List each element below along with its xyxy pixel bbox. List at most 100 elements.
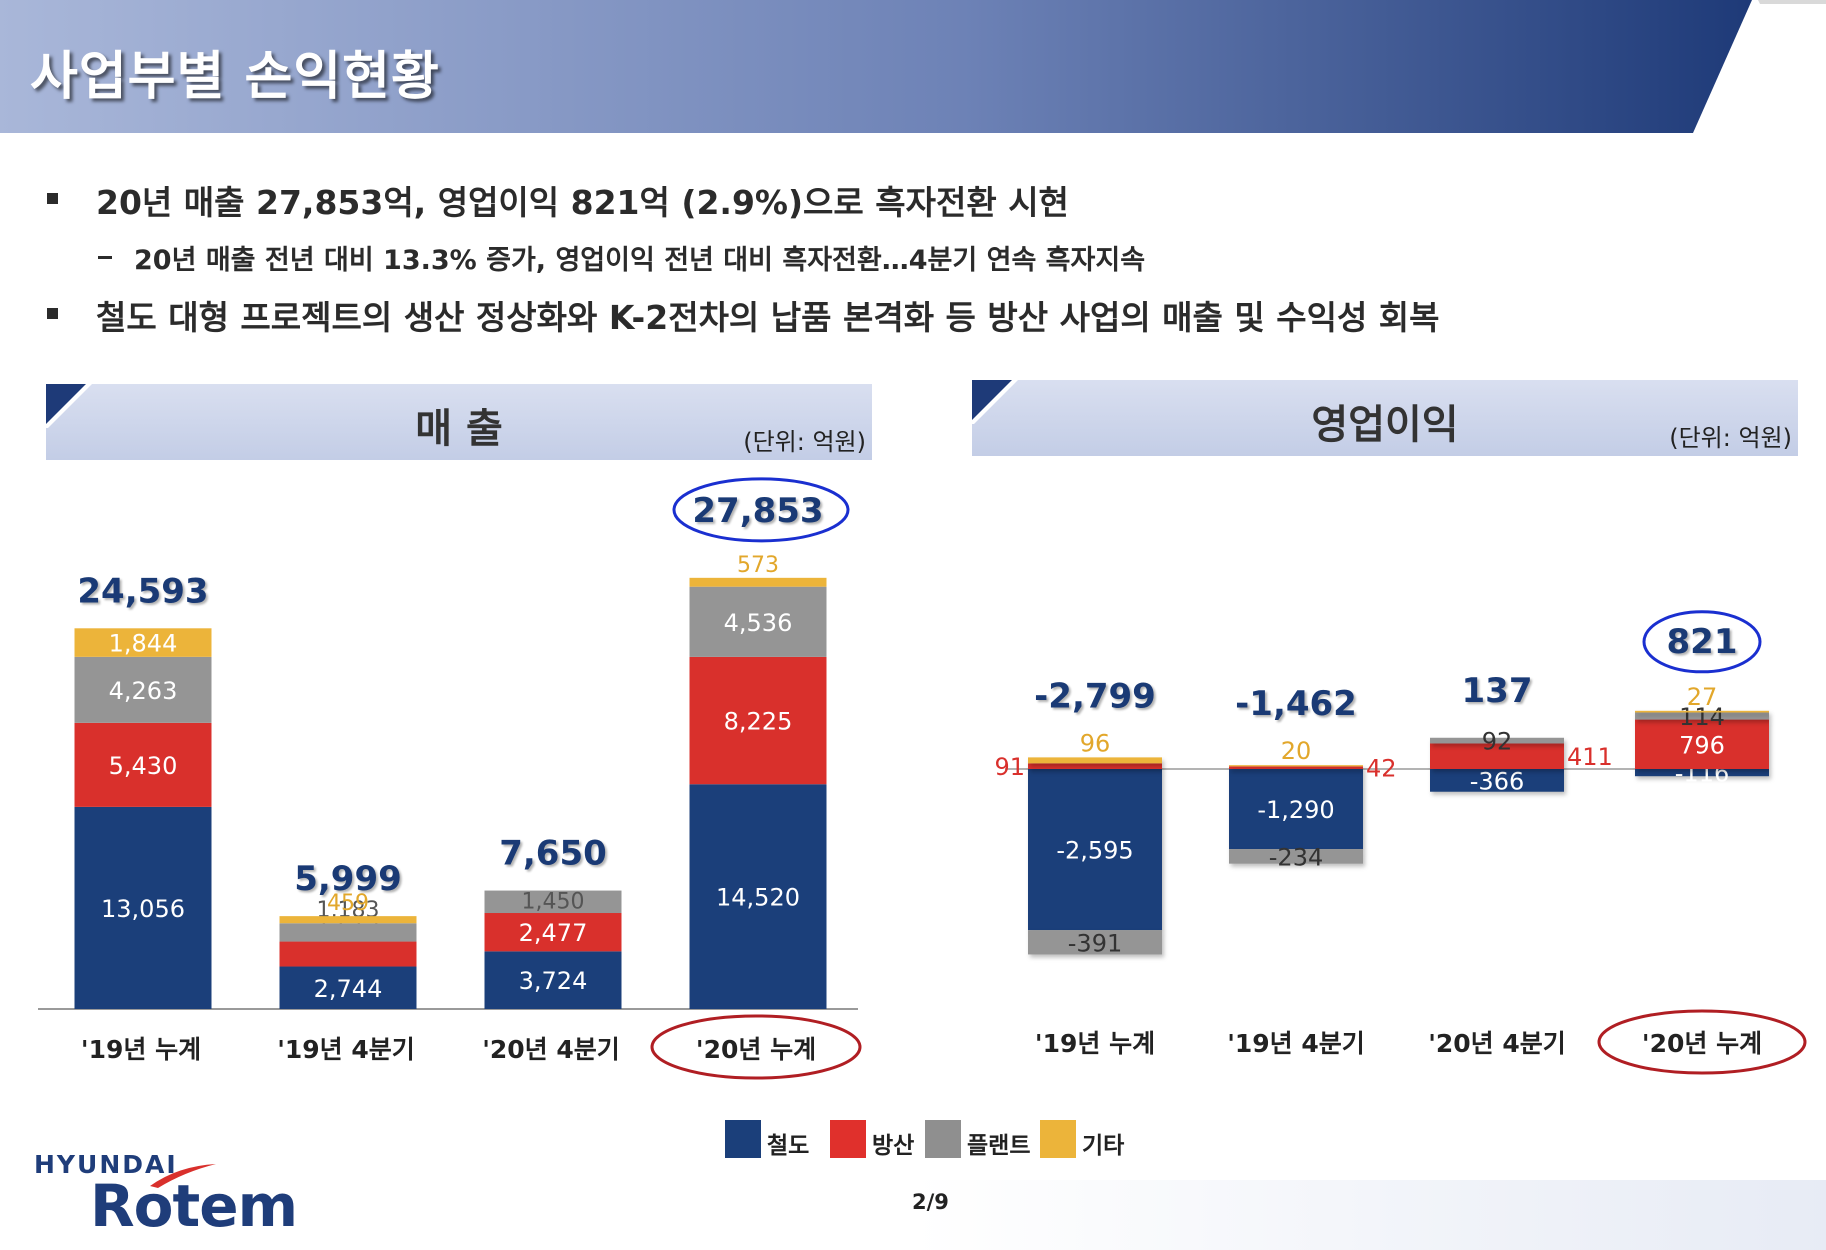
legend-label: 방산 <box>872 1133 915 1159</box>
op-total-label: 821 <box>1667 622 1738 662</box>
sales-total-label: 27,853 <box>692 491 823 531</box>
sales-bar-railway <box>484 951 622 1009</box>
sales-total-label: 24,593 <box>77 571 208 611</box>
op-bar-railway <box>1229 769 1363 850</box>
sales-value-label: 2,477 <box>519 919 588 947</box>
sales-bar-railway <box>689 784 827 1009</box>
legend-label: 기타 <box>1082 1133 1125 1159</box>
title-banner <box>0 0 1826 133</box>
op-value-label: -234 <box>1269 843 1323 871</box>
op-unit-label: (단위: 억원) <box>1669 424 1792 452</box>
op-bar-plant <box>1229 849 1363 864</box>
sales-bar-other <box>689 577 827 587</box>
op-value-label: -391 <box>1068 929 1122 957</box>
op-bar-other <box>1635 710 1769 713</box>
sales-bar-plant <box>74 656 212 723</box>
sales-category-highlight <box>650 1014 862 1080</box>
op-category-highlight <box>1597 1009 1807 1075</box>
op-bar-other <box>1028 757 1162 764</box>
sales-bar-other <box>279 916 417 924</box>
op-total-highlight <box>1642 610 1762 674</box>
sales-value-label: 2,744 <box>314 975 383 1003</box>
op-panel-header: 영업이익 (단위: 억원) <box>972 380 1798 456</box>
op-value-label: -366 <box>1470 767 1524 795</box>
op-value-label: 91 <box>994 753 1025 781</box>
op-bar-defense <box>1028 763 1162 769</box>
sales-value-label: 1,450 <box>522 890 585 915</box>
op-total-label: -2,799 <box>1034 676 1156 716</box>
bullet-square <box>47 193 58 204</box>
sales-unit-label: (단위: 억원) <box>743 428 866 456</box>
sales-bar-railway <box>279 966 417 1009</box>
sales-total-highlight <box>672 477 850 543</box>
sales-bar-railway <box>74 806 212 1009</box>
sales-value-label: 5,430 <box>109 752 178 780</box>
op-bar-defense <box>1430 743 1564 769</box>
op-total-label: -1,462 <box>1235 684 1357 724</box>
sales-value-label: 14,520 <box>716 884 800 912</box>
op-bar-plant <box>1430 737 1564 744</box>
sales-value-label: 4,263 <box>109 677 178 705</box>
sales-value-label: 573 <box>737 553 779 578</box>
op-category-label: '19년 누계 <box>1035 1029 1155 1058</box>
op-bar-railway <box>1635 769 1769 777</box>
corner-triangle-icon <box>46 384 92 428</box>
op-value-label: 114 <box>1679 703 1725 731</box>
sales-value-label: 1,844 <box>109 630 178 658</box>
op-bar-other <box>1229 765 1363 767</box>
legend-label: 철도 <box>767 1133 810 1159</box>
op-value-label: 796 <box>1679 731 1725 759</box>
op-category-label: '19년 4분기 <box>1227 1029 1365 1058</box>
sales-value-label: 4,536 <box>724 609 793 637</box>
sales-value-label: 8,225 <box>724 708 793 736</box>
company-logo-line2: Rotem <box>90 1172 298 1240</box>
op-bar-defense <box>1229 766 1363 769</box>
bullet-square <box>47 308 58 319</box>
bullet-2: 철도 대형 프로젝트의 생산 정상화와 K-2전차의 납품 본격화 등 방산 사… <box>96 298 1440 337</box>
sales-bar-plant <box>484 890 622 914</box>
op-bar-railway <box>1430 769 1564 792</box>
op-value-label: 42 <box>1366 755 1397 783</box>
op-bar-plant <box>1635 712 1769 720</box>
footer-shade <box>0 1180 1826 1250</box>
sales-panel-title: 매 출 <box>415 406 503 452</box>
op-bar-railway <box>1028 769 1162 931</box>
sales-value-label: 3,724 <box>519 967 588 995</box>
sales-value-label: 459 <box>327 891 369 916</box>
sales-panel-header: 매 출 (단위: 억원) <box>46 384 872 460</box>
op-value-label: 411 <box>1567 743 1613 771</box>
op-value-label: 96 <box>1080 729 1111 757</box>
sales-total-label: 5,999 <box>294 859 402 899</box>
sales-value-label: 13,056 <box>101 895 185 923</box>
sales-category-label: '20년 누계 <box>696 1035 816 1064</box>
op-value-label: 27 <box>1687 683 1718 711</box>
op-bar-plant <box>1028 930 1162 955</box>
sub-bullet-1: 20년 매출 전년 대비 13.3% 증가, 영업이익 전년 대비 흑자전환…4… <box>134 245 1146 276</box>
op-bar-defense <box>1635 719 1769 769</box>
op-category-label: '20년 누계 <box>1642 1029 1762 1058</box>
corner-triangle-icon <box>972 380 1018 424</box>
page-number: 2/9 <box>912 1190 949 1214</box>
company-logo-line1: HYUNDAI <box>34 1150 178 1179</box>
legend-swatch <box>830 1120 866 1158</box>
legend-swatch <box>1040 1120 1076 1158</box>
legend-label: 플랜트 <box>967 1133 1031 1159</box>
sales-total-label: 7,650 <box>499 834 607 874</box>
op-category-label: '20년 4분기 <box>1428 1029 1566 1058</box>
dash-mark <box>98 256 112 259</box>
sales-category-label: '19년 누계 <box>81 1035 201 1064</box>
sales-category-label: '20년 4분기 <box>482 1035 620 1064</box>
legend-swatch <box>725 1120 761 1158</box>
sales-bar-plant <box>279 923 417 942</box>
sales-bar-defense <box>74 722 212 807</box>
op-total-label: 137 <box>1462 671 1533 711</box>
op-value-label: -1,290 <box>1257 796 1334 824</box>
sales-bar-defense <box>484 913 622 952</box>
page-title: 사업부별 손익현황 <box>30 47 440 107</box>
legend-swatch <box>925 1120 961 1158</box>
bullet-1: 20년 매출 27,853억, 영업이익 821억 (2.9%)으로 흑자전환 … <box>96 183 1069 222</box>
sales-bar-defense <box>689 656 827 785</box>
op-panel-title: 영업이익 <box>1311 402 1459 448</box>
